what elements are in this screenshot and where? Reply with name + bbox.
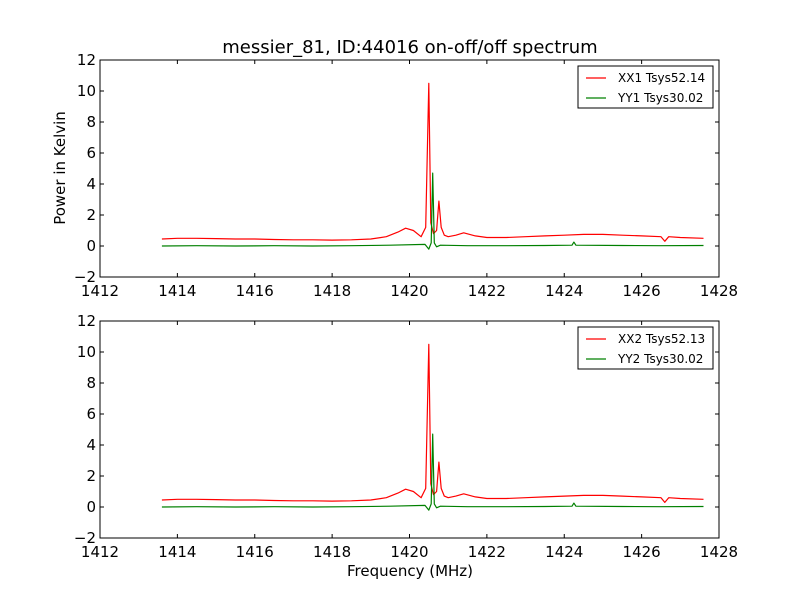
- x-tick-label: 1426: [623, 282, 661, 300]
- y-tick-label: 2: [86, 467, 96, 485]
- y-tick-label: 2: [86, 206, 96, 224]
- bottom-x-axis-label: Frequency (MHz): [347, 562, 473, 580]
- x-tick-label: 1428: [700, 282, 738, 300]
- x-tick-label: 1420: [390, 282, 428, 300]
- x-tick-label: 1416: [236, 282, 274, 300]
- x-tick-label: 1414: [158, 282, 196, 300]
- x-tick-label: 1428: [700, 543, 738, 561]
- legend-box: [577, 65, 714, 109]
- x-tick-label: 1416: [236, 543, 274, 561]
- y-tick-label: 0: [86, 237, 96, 255]
- x-tick-label: 1424: [545, 543, 583, 561]
- x-tick-label: 1412: [81, 282, 119, 300]
- series-line-1: [161, 343, 704, 503]
- y-tick-label: 6: [86, 144, 96, 162]
- x-tick-label: 1418: [313, 543, 351, 561]
- y-tick-label: 4: [86, 436, 96, 454]
- y-tick-label: −2: [74, 268, 96, 286]
- x-tick-label: 1424: [545, 282, 583, 300]
- y-tick-label: 8: [86, 113, 96, 131]
- y-tick-label: 8: [86, 374, 96, 392]
- legend-box: [577, 326, 714, 370]
- x-tick-label: 1418: [313, 282, 351, 300]
- legend: XX2 Tsys52.13 YY2 Tsys30.02: [577, 326, 714, 370]
- y-tick-label: 0: [86, 498, 96, 516]
- legend: XX1 Tsys52.14 YY1 Tsys30.02: [577, 65, 714, 109]
- x-tick-label: 1422: [468, 543, 506, 561]
- y-tick-label: 6: [86, 405, 96, 423]
- legend-label-1: XX1 Tsys52.14: [618, 71, 705, 85]
- y-tick-label: 12: [77, 51, 96, 69]
- series-line-1: [161, 82, 704, 242]
- legend-label-1: XX2 Tsys52.13: [618, 332, 705, 346]
- y-tick-label: −2: [74, 529, 96, 547]
- x-tick-label: 1420: [390, 543, 428, 561]
- y-tick-label: 12: [77, 312, 96, 330]
- x-tick-label: 1412: [81, 543, 119, 561]
- y-tick-label: 10: [77, 82, 96, 100]
- top-y-axis-label: Power in Kelvin: [51, 111, 69, 225]
- x-tick-label: 1422: [468, 282, 506, 300]
- legend-label-2: YY2 Tsys30.02: [617, 352, 703, 366]
- top-subplot: messier_81, ID:44016 on-off/off spectrum…: [51, 37, 738, 300]
- top-chart-title: messier_81, ID:44016 on-off/off spectrum: [222, 37, 597, 58]
- y-tick-label: 4: [86, 175, 96, 193]
- x-tick-label: 1426: [623, 543, 661, 561]
- series-line-2: [161, 433, 704, 511]
- bottom-subplot: Frequency (MHz) 1412 1414 1416 1418 1420 1422…: [74, 312, 738, 580]
- legend-label-2: YY1 Tsys30.02: [617, 91, 703, 105]
- series-line-2: [161, 172, 704, 250]
- y-tick-label: 10: [77, 343, 96, 361]
- x-tick-label: 1414: [158, 543, 196, 561]
